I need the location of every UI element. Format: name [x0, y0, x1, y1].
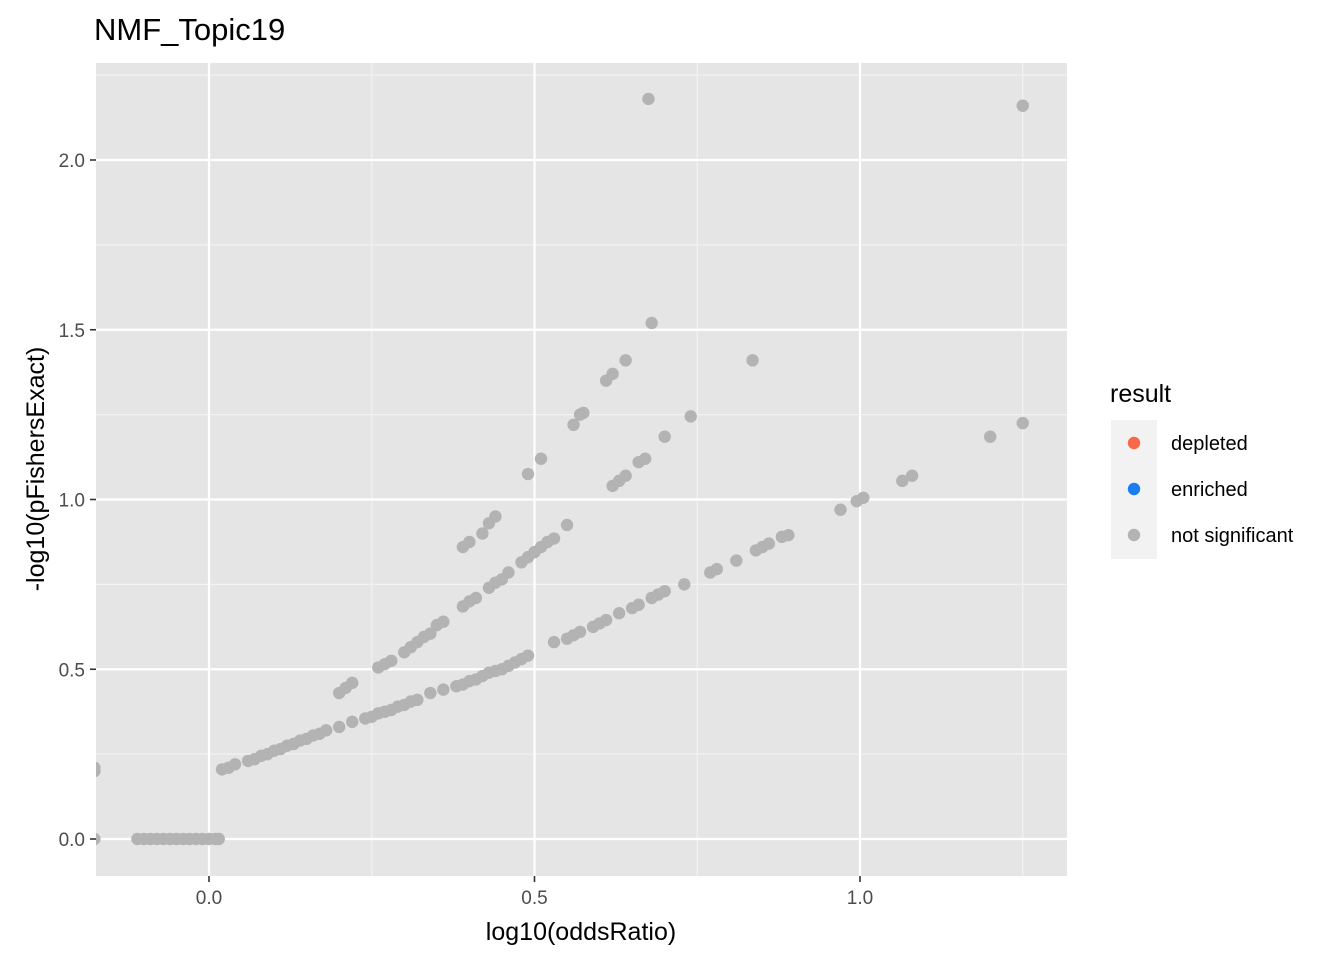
data-point [638, 452, 652, 465]
data-point [424, 627, 437, 640]
data-point [1016, 416, 1029, 430]
data-point [577, 406, 590, 420]
x-tick-label: 0.5 [521, 888, 547, 909]
data-point [463, 535, 476, 549]
data-point [619, 469, 632, 482]
data-point [346, 715, 359, 729]
data-point [710, 562, 723, 576]
data-point [547, 532, 561, 545]
data-point [896, 474, 909, 488]
data-point [678, 578, 691, 591]
data-point [782, 528, 795, 542]
legend-key-depleted [1127, 436, 1141, 450]
y-axis-ticks: 0.0 0.5 1.0 1.5 2.0 [59, 151, 96, 851]
y-tick-label: 0.0 [59, 830, 85, 851]
legend-title: result [1110, 380, 1171, 408]
data-point [560, 518, 574, 532]
data-point [212, 832, 225, 846]
x-tick-label: 0.0 [196, 888, 222, 909]
y-tick-label: 1.5 [59, 321, 85, 342]
y-tick-label: 1.0 [59, 491, 85, 512]
data-point [642, 92, 655, 106]
data-point [228, 758, 242, 771]
data-point [599, 613, 613, 627]
data-point [424, 686, 437, 700]
x-axis-title: log10(oddsRatio) [486, 918, 676, 946]
data-point [437, 683, 450, 696]
data-point [606, 367, 619, 381]
data-point [658, 584, 671, 598]
major-gridlines [96, 63, 1067, 876]
plot-panel [96, 63, 1067, 876]
data-point [567, 418, 580, 432]
data-point [333, 720, 346, 734]
data-point [619, 354, 632, 367]
data-point [573, 625, 587, 639]
data-point [521, 467, 535, 481]
data-point [762, 537, 776, 550]
data-point [684, 410, 697, 423]
legend-label: enriched [1171, 479, 1248, 501]
data-point [346, 676, 359, 690]
data-point [534, 452, 548, 465]
legend: result depleted enriched not significant [1110, 380, 1294, 559]
chart-title: NMF_Topic19 [94, 12, 285, 47]
data-point [476, 527, 489, 540]
y-axis-title: -log10(pFishersExact) [22, 347, 50, 592]
data-point [411, 693, 424, 707]
data-point [547, 635, 561, 649]
data-point [96, 833, 101, 845]
data-point [502, 566, 515, 579]
x-tick-label: 1.0 [847, 888, 873, 909]
data-point [319, 724, 333, 737]
data-point [658, 430, 671, 443]
data-point [521, 649, 535, 662]
data-point [730, 554, 743, 567]
data-point [1016, 99, 1029, 112]
x-axis-ticks: 0.0 0.5 1.0 [196, 876, 873, 909]
y-tick-label: 2.0 [59, 151, 85, 172]
legend-entries: depleted enriched not significant [1111, 420, 1294, 559]
data-point [437, 615, 450, 628]
data-point [984, 430, 997, 443]
data-point [489, 510, 502, 523]
legend-key-enriched [1127, 482, 1141, 496]
legend-label: depleted [1171, 433, 1248, 455]
data-point [746, 354, 759, 367]
data-point [385, 654, 398, 667]
data-point [632, 598, 645, 611]
y-tick-label: 0.5 [59, 660, 85, 681]
legend-key-not-significant [1127, 528, 1141, 542]
data-point [96, 761, 101, 774]
data-point [645, 316, 658, 330]
data-point [834, 503, 847, 516]
data-point [612, 607, 626, 620]
legend-label: not significant [1171, 525, 1294, 547]
data-point [905, 469, 919, 482]
data-point [469, 591, 483, 605]
data-point [857, 491, 870, 505]
data-points [96, 92, 1029, 846]
